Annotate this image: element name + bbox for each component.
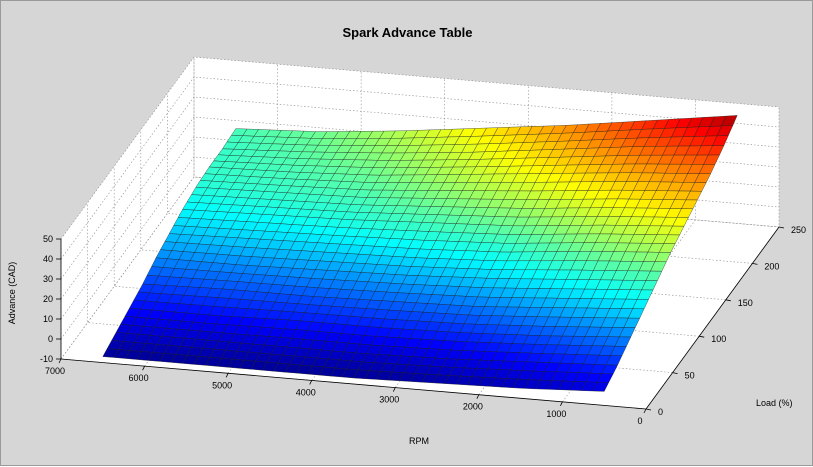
z-tick-label: 0 (48, 334, 53, 344)
z-tick-label: 40 (43, 254, 53, 264)
z-tick-label: 10 (43, 314, 53, 324)
chart-title: Spark Advance Table (342, 25, 473, 40)
y-axis-line (645, 226, 780, 410)
x-tick (476, 394, 480, 399)
x-tick (309, 380, 313, 385)
z-tick-label: 30 (43, 274, 53, 284)
y-tick (699, 335, 705, 338)
y-axis-label: Load (%) (756, 398, 793, 408)
x-axis-label: RPM (409, 436, 429, 446)
z-tick-label: 20 (43, 294, 53, 304)
y-tick-label: 50 (685, 371, 695, 381)
y-tick-label: 100 (711, 334, 726, 344)
y-tick-label: 200 (764, 261, 779, 271)
z-tick-label: 50 (43, 234, 53, 244)
x-tick-label: 7000 (45, 366, 65, 376)
x-tick (392, 387, 396, 392)
x-tick-label: 5000 (212, 380, 232, 390)
x-tick-label: 6000 (129, 373, 149, 383)
x-tick (58, 358, 62, 364)
y-tick (725, 299, 731, 302)
x-tick-label: 1000 (546, 409, 566, 419)
y-tick (778, 226, 785, 229)
x-tick-label: 0 (637, 416, 642, 426)
z-axis-label: Advance (CAD) (7, 262, 17, 325)
y-tick (645, 408, 652, 411)
x-gridline (60, 57, 195, 360)
x-tick (225, 373, 229, 378)
y-tick-label: 0 (658, 407, 663, 417)
y-tick-label: 250 (791, 225, 806, 235)
y-tick-label: 150 (738, 298, 753, 308)
x-tick-label: 2000 (463, 402, 483, 412)
x-tick-label: 3000 (379, 395, 399, 405)
x-tick (142, 365, 145, 371)
x-axis-line (60, 358, 647, 410)
z-tick-label: -10 (40, 354, 53, 364)
surface-cell (592, 382, 609, 392)
x-tick-label: 4000 (296, 387, 316, 397)
y-tick (752, 263, 758, 265)
x-tick (643, 408, 647, 414)
y-tick (672, 372, 678, 374)
x-tick (560, 401, 563, 407)
